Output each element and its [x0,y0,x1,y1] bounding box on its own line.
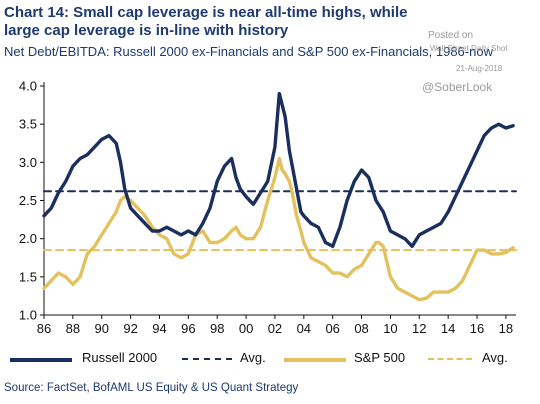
x-tick-label: 00 [239,321,253,336]
legend: Russell 2000 Avg. S&P 500 Avg. [0,348,540,370]
x-tick-label: 86 [37,321,51,336]
source-note: Source: FactSet, BofAML US Equity & US Q… [4,382,299,394]
x-tick-label: 08 [354,321,368,336]
legend-label-sp500-avg: Avg. [482,350,508,365]
x-tick-label: 02 [268,321,282,336]
chart-title: Chart 14: Small cap leverage is near all… [4,4,408,39]
legend-label-sp500: S&P 500 [354,350,406,365]
y-tick-label: 4.0 [19,79,37,94]
legend-swatch-sp500-avg [428,358,472,360]
y-tick-label: 1.0 [19,308,37,323]
legend-swatch-russell [10,358,72,362]
watermark-site: Wall Street Daily Shot [430,44,508,53]
y-tick-label: 2.0 [19,231,37,246]
legend-label-russell-avg: Avg. [240,350,266,365]
x-tick-label: 10 [383,321,397,336]
legend-swatch-russell-avg [182,358,232,360]
x-tick-label: 98 [210,321,224,336]
chart-subtitle: Net Debt/EBITDA: Russell 2000 ex-Financi… [4,44,493,59]
x-tick-label: 14 [441,321,455,336]
legend-label-russell: Russell 2000 [82,350,158,365]
x-tick-label: 06 [325,321,339,336]
x-tick-label: 16 [470,321,484,336]
x-tick-label: 96 [181,321,195,336]
y-tick-label: 2.5 [19,193,37,208]
x-tick-label: 90 [95,321,109,336]
y-tick-label: 3.5 [19,117,37,132]
watermark-date: 21-Aug-2018 [456,64,503,73]
x-tick-label: 04 [297,321,311,336]
legend-swatch-sp500 [284,358,346,362]
watermark-handle: @SoberLook [422,80,493,94]
series-line-russell-2000 [42,91,515,249]
x-tick-label: 18 [499,321,513,336]
x-tick-label: 12 [412,321,426,336]
x-tick-label: 94 [152,321,166,336]
line-chart: 1.0 1.5 2.0 2.5 3.0 3.5 4.0 86 88 90 92 94 96 98 00 02 0… [19,79,517,336]
y-tick-label: 1.5 [19,269,37,284]
y-tick-label: 3.0 [19,155,37,170]
series-line-sp-500 [42,156,515,302]
watermark-posted: Posted on [428,30,474,41]
x-tick-label: 92 [123,321,137,336]
x-tick-label: 88 [66,321,80,336]
